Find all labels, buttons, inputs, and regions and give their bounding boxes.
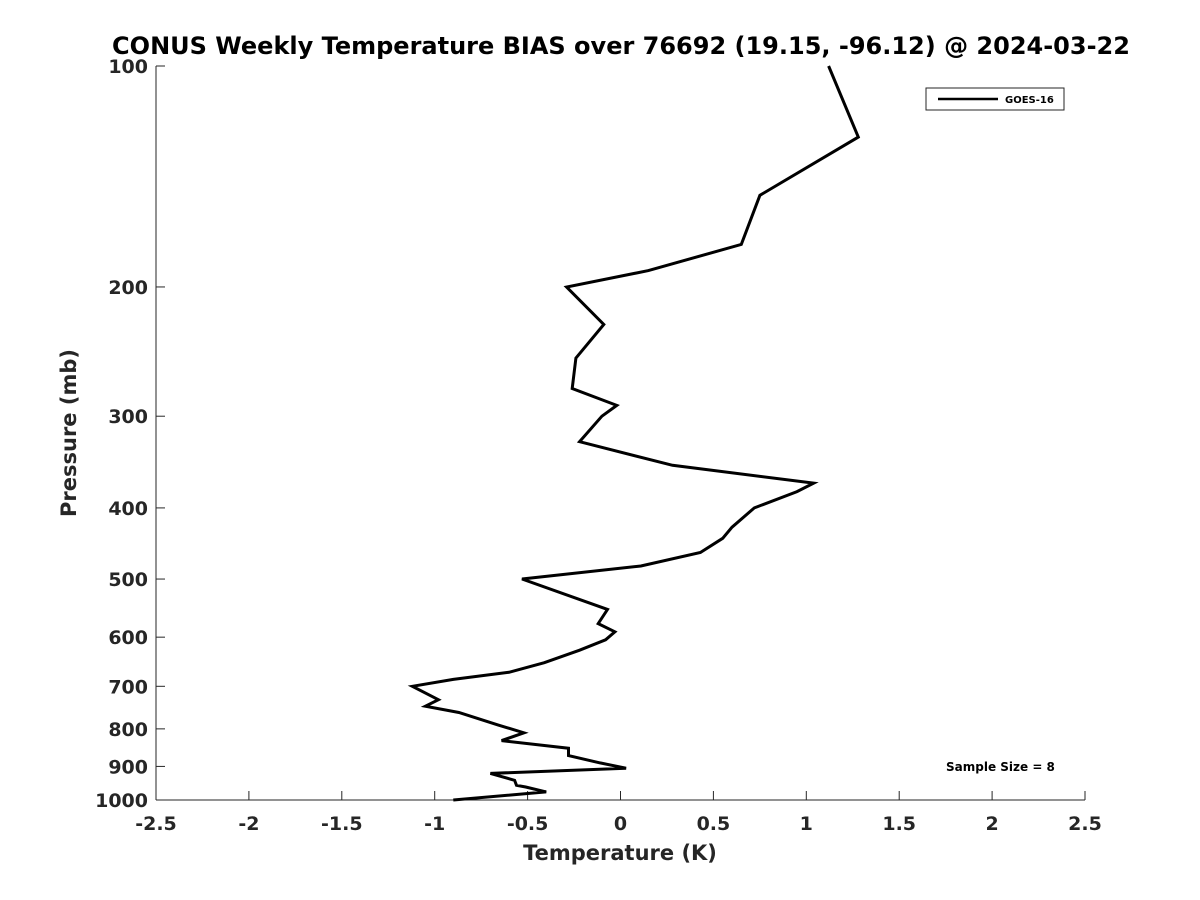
y-tick-label: 700 (108, 676, 148, 698)
chart-title: CONUS Weekly Temperature BIAS over 76692… (112, 32, 1130, 60)
y-axis-ticks: 100 200 300 400 500 600 700 800 900 1000 (95, 56, 165, 812)
x-tick-label: -1 (424, 813, 445, 835)
sample-size-annotation: Sample Size = 8 (946, 760, 1055, 774)
y-tick-label: 800 (108, 719, 148, 741)
y-tick-label: 300 (108, 406, 148, 428)
x-tick-label: 2.5 (1068, 813, 1102, 835)
x-tick-label: -0.5 (507, 813, 549, 835)
x-tick-label: 0 (614, 813, 627, 835)
x-axis-ticks: -2.5 -2 -1.5 -1 -0.5 0 0.5 1 1.5 2 2.5 (135, 791, 1102, 835)
x-tick-label: -2.5 (135, 813, 177, 835)
y-tick-label: 900 (108, 756, 148, 778)
x-tick-label: -1.5 (321, 813, 363, 835)
x-tick-label: 1 (800, 813, 813, 835)
series-layer (407, 65, 861, 802)
series-line-goes-16 (407, 65, 861, 802)
y-tick-label: 200 (108, 277, 148, 299)
y-axis-label: Pressure (mb) (57, 349, 81, 517)
x-tick-label: 2 (985, 813, 998, 835)
x-axis-label: Temperature (K) (523, 841, 717, 865)
y-tick-label: 500 (108, 569, 148, 591)
legend-label-goes-16: GOES-16 (1005, 95, 1054, 106)
x-tick-label: 0.5 (697, 813, 731, 835)
y-tick-label: 100 (108, 56, 148, 78)
x-tick-label: -2 (238, 813, 259, 835)
y-tick-label: 1000 (95, 790, 148, 812)
y-tick-label: 400 (108, 498, 148, 520)
y-tick-label: 600 (108, 627, 148, 649)
legend: GOES-16 (925, 87, 1065, 111)
x-tick-label: 1.5 (882, 813, 916, 835)
